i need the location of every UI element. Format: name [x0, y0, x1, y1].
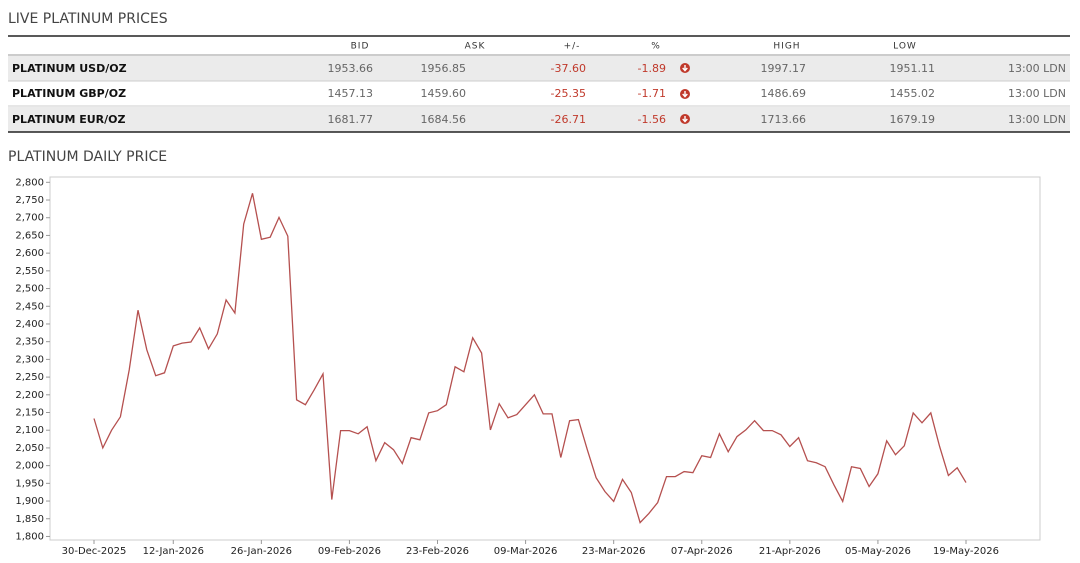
x-tick-label: 23-Feb-2026 — [406, 546, 469, 557]
cell: 1956.85 — [421, 62, 467, 75]
y-tick-label: 2,750 — [15, 195, 44, 206]
section-title: LIVE PLATINUM PRICES — [8, 11, 168, 27]
x-tick-label: 26-Jan-2026 — [231, 546, 292, 557]
y-tick-label: 1,850 — [15, 514, 44, 525]
y-tick-label: 2,050 — [15, 443, 44, 454]
x-tick-label: 30-Dec-2025 — [62, 546, 127, 557]
down-icons — [680, 63, 690, 124]
cell: 1459.60 — [421, 87, 467, 100]
cell: 1455.02 — [890, 87, 936, 100]
column-header: ASK — [465, 42, 486, 52]
y-tick-label: 2,300 — [15, 354, 44, 365]
y-tick-label: 2,100 — [15, 425, 44, 436]
cell: -1.89 — [638, 62, 666, 75]
down-icon — [680, 63, 690, 73]
cell: -1.71 — [638, 87, 666, 100]
y-tick-label: 2,700 — [15, 213, 44, 224]
y-tick-label: 2,000 — [15, 461, 44, 472]
y-tick-label: 1,950 — [15, 478, 44, 489]
x-tick-label: 12-Jan-2026 — [143, 546, 204, 557]
y-tick-label: 2,450 — [15, 301, 44, 312]
x-tick-label: 23-Mar-2026 — [582, 546, 646, 557]
down-icon — [680, 89, 690, 99]
cell: 1681.77 — [328, 113, 374, 126]
row-bg — [8, 56, 1070, 81]
plot-frame — [49, 176, 1041, 541]
y-tick-label: 2,800 — [15, 177, 44, 188]
cell: 1953.66 — [328, 62, 374, 75]
chart-title: PLATINUM DAILY PRICE — [8, 149, 167, 165]
y-tick-label: 1,800 — [15, 531, 44, 542]
y-tick-label: 2,600 — [15, 248, 44, 259]
cell: 13:00 LDN — [1008, 62, 1066, 75]
cell: 1684.56 — [421, 113, 467, 126]
cell: -37.60 — [551, 62, 586, 75]
x-tick-label: 09-Mar-2026 — [494, 546, 558, 557]
down-icon — [680, 114, 690, 124]
cell: 1713.66 — [761, 113, 807, 126]
row-bg — [8, 107, 1070, 132]
y-tick-label: 2,550 — [15, 266, 44, 277]
y-tick-label: 2,350 — [15, 337, 44, 348]
row-name: PLATINUM USD/OZ — [12, 62, 127, 75]
column-header: +/- — [564, 42, 581, 52]
row-name: PLATINUM EUR/OZ — [12, 113, 126, 126]
cell: -1.56 — [638, 113, 666, 126]
column-header: HIGH — [773, 42, 800, 52]
column-header: % — [651, 42, 661, 52]
cell: 1679.19 — [890, 113, 936, 126]
cell: 13:00 LDN — [1008, 87, 1066, 100]
y-tick-label: 2,500 — [15, 284, 44, 295]
x-tick-label: 05-May-2026 — [845, 546, 911, 557]
row-name: PLATINUM GBP/OZ — [12, 87, 126, 100]
cell: -25.35 — [551, 87, 586, 100]
column-header: BID — [351, 42, 370, 52]
x-tick-label: 21-Apr-2026 — [759, 546, 821, 557]
cell: 1951.11 — [890, 62, 936, 75]
cell: 13:00 LDN — [1008, 113, 1066, 126]
x-tick-label: 07-Apr-2026 — [671, 546, 733, 557]
column-header: LOW — [893, 42, 917, 52]
y-tick-label: 1,900 — [15, 496, 44, 507]
x-tick-label: 19-May-2026 — [933, 546, 999, 557]
cell: 1997.17 — [761, 62, 807, 75]
y-tick-label: 2,400 — [15, 319, 44, 330]
y-tick-label: 2,650 — [15, 230, 44, 241]
y-tick-label: 2,200 — [15, 390, 44, 401]
x-tick-label: 09-Feb-2026 — [318, 546, 381, 557]
cell: 1486.69 — [761, 87, 807, 100]
price-line — [93, 193, 967, 524]
y-tick-label: 2,150 — [15, 408, 44, 419]
cell: 1457.13 — [328, 87, 374, 100]
y-tick-label: 2,250 — [15, 372, 44, 383]
cell: -26.71 — [551, 113, 586, 126]
